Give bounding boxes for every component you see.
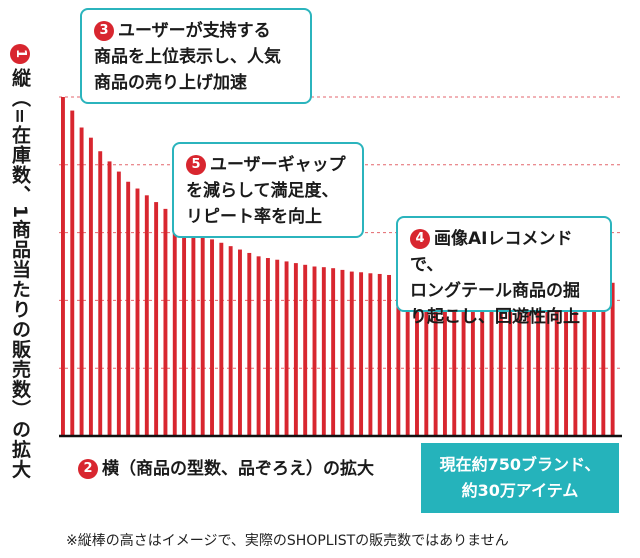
bar xyxy=(526,282,531,436)
bar xyxy=(498,281,503,436)
bar xyxy=(284,261,289,436)
bar xyxy=(247,252,252,436)
bar xyxy=(592,282,596,436)
bar xyxy=(545,282,550,436)
brand-count-line-1: 現在約750ブランド、 xyxy=(439,455,601,474)
bar xyxy=(265,258,270,436)
bar xyxy=(275,259,280,436)
bar xyxy=(293,263,298,436)
callout-5-line-2: を減らして満足度、 xyxy=(186,181,339,201)
y-axis-number-badge: 1 xyxy=(10,44,30,64)
bar xyxy=(331,268,336,436)
bar xyxy=(480,280,485,436)
bar xyxy=(256,256,261,436)
callout-4-line-3: り起こし、回遊性向上 xyxy=(410,307,580,327)
bar xyxy=(424,278,429,436)
bar xyxy=(126,181,131,436)
bar xyxy=(228,246,233,436)
bar xyxy=(433,278,438,436)
bar xyxy=(582,282,587,436)
bar xyxy=(368,273,373,436)
callout-5-line-3: リピート率を向上 xyxy=(186,207,322,227)
bar xyxy=(508,281,513,436)
callout-4-number: 4 xyxy=(410,229,430,249)
callout-3-line-1: ユーザーが支持する xyxy=(118,21,271,41)
brand-count-line-2: 約30万アイテム xyxy=(461,481,579,500)
bar xyxy=(573,282,578,436)
bar xyxy=(489,281,494,436)
bar xyxy=(107,161,112,436)
callout-4-line-2: ロングテール商品の掘 xyxy=(410,281,580,301)
bar xyxy=(238,249,242,436)
bar xyxy=(564,282,569,436)
bar xyxy=(349,271,354,436)
bar xyxy=(312,266,317,436)
callout-5-number: 5 xyxy=(186,155,206,175)
bar xyxy=(163,208,168,436)
y-axis-label: 1 縦（=在庫数、1商品当たりの販売数）の拡大 xyxy=(6,44,34,479)
bar xyxy=(359,272,364,436)
bar xyxy=(135,188,140,436)
bar xyxy=(536,282,541,436)
bar xyxy=(470,280,475,436)
bar xyxy=(88,137,93,436)
callout-3: 3 ユーザーが支持する 商品を上位表示し、人気 商品の売り上げ加速 xyxy=(80,8,312,104)
bar xyxy=(452,279,457,436)
bar xyxy=(340,269,345,436)
bar xyxy=(79,127,84,436)
callout-4: 4 画像AIレコメンドで、 ロングテール商品の掘 り起こし、回遊性向上 xyxy=(396,216,612,327)
bar xyxy=(70,110,75,436)
callout-3-line-3: 商品の売り上げ加速 xyxy=(94,73,247,93)
bar xyxy=(303,264,308,436)
bar xyxy=(461,280,466,436)
callout-5-line-1: ユーザーギャップ xyxy=(210,155,346,175)
x-axis-number-badge: 2 xyxy=(78,459,98,479)
bar xyxy=(219,242,224,436)
bar xyxy=(387,274,391,436)
bar xyxy=(210,239,214,436)
bar xyxy=(191,229,196,436)
bar xyxy=(61,97,65,436)
bar xyxy=(405,276,410,436)
bar xyxy=(144,195,149,436)
bar xyxy=(98,151,103,437)
callout-3-line-2: 商品を上位表示し、人気 xyxy=(94,47,281,67)
bar xyxy=(517,281,522,436)
x-axis-label: 2 横（商品の型数、品ぞろえ）の拡大 xyxy=(78,454,374,479)
bars xyxy=(61,97,615,437)
bar xyxy=(321,267,326,436)
x-axis-label-text: 横（商品の型数、品ぞろえ）の拡大 xyxy=(102,459,374,479)
bar xyxy=(200,235,205,436)
callout-3-number: 3 xyxy=(94,21,114,41)
bar xyxy=(415,277,419,436)
bar xyxy=(601,282,606,436)
bar xyxy=(610,282,615,436)
bar xyxy=(442,279,447,436)
callout-5: 5 ユーザーギャップ を減らして満足度、 リピート率を向上 xyxy=(172,142,364,238)
bar xyxy=(172,215,177,436)
y-axis-label-text: 縦（=在庫数、1商品当たりの販売数）の拡大 xyxy=(9,68,31,480)
bar xyxy=(377,273,382,436)
bar xyxy=(154,202,159,436)
bar xyxy=(554,282,559,436)
bar xyxy=(182,222,187,436)
bar xyxy=(396,275,401,436)
footnote: ※縦棒の高さはイメージで、実際のSHOPLISTの販売数ではありません xyxy=(66,533,509,549)
brand-count-box: 現在約750ブランド、 約30万アイテム xyxy=(421,443,619,513)
callout-4-line-1: 画像AIレコメンドで、 xyxy=(410,229,573,275)
bar xyxy=(116,171,121,436)
